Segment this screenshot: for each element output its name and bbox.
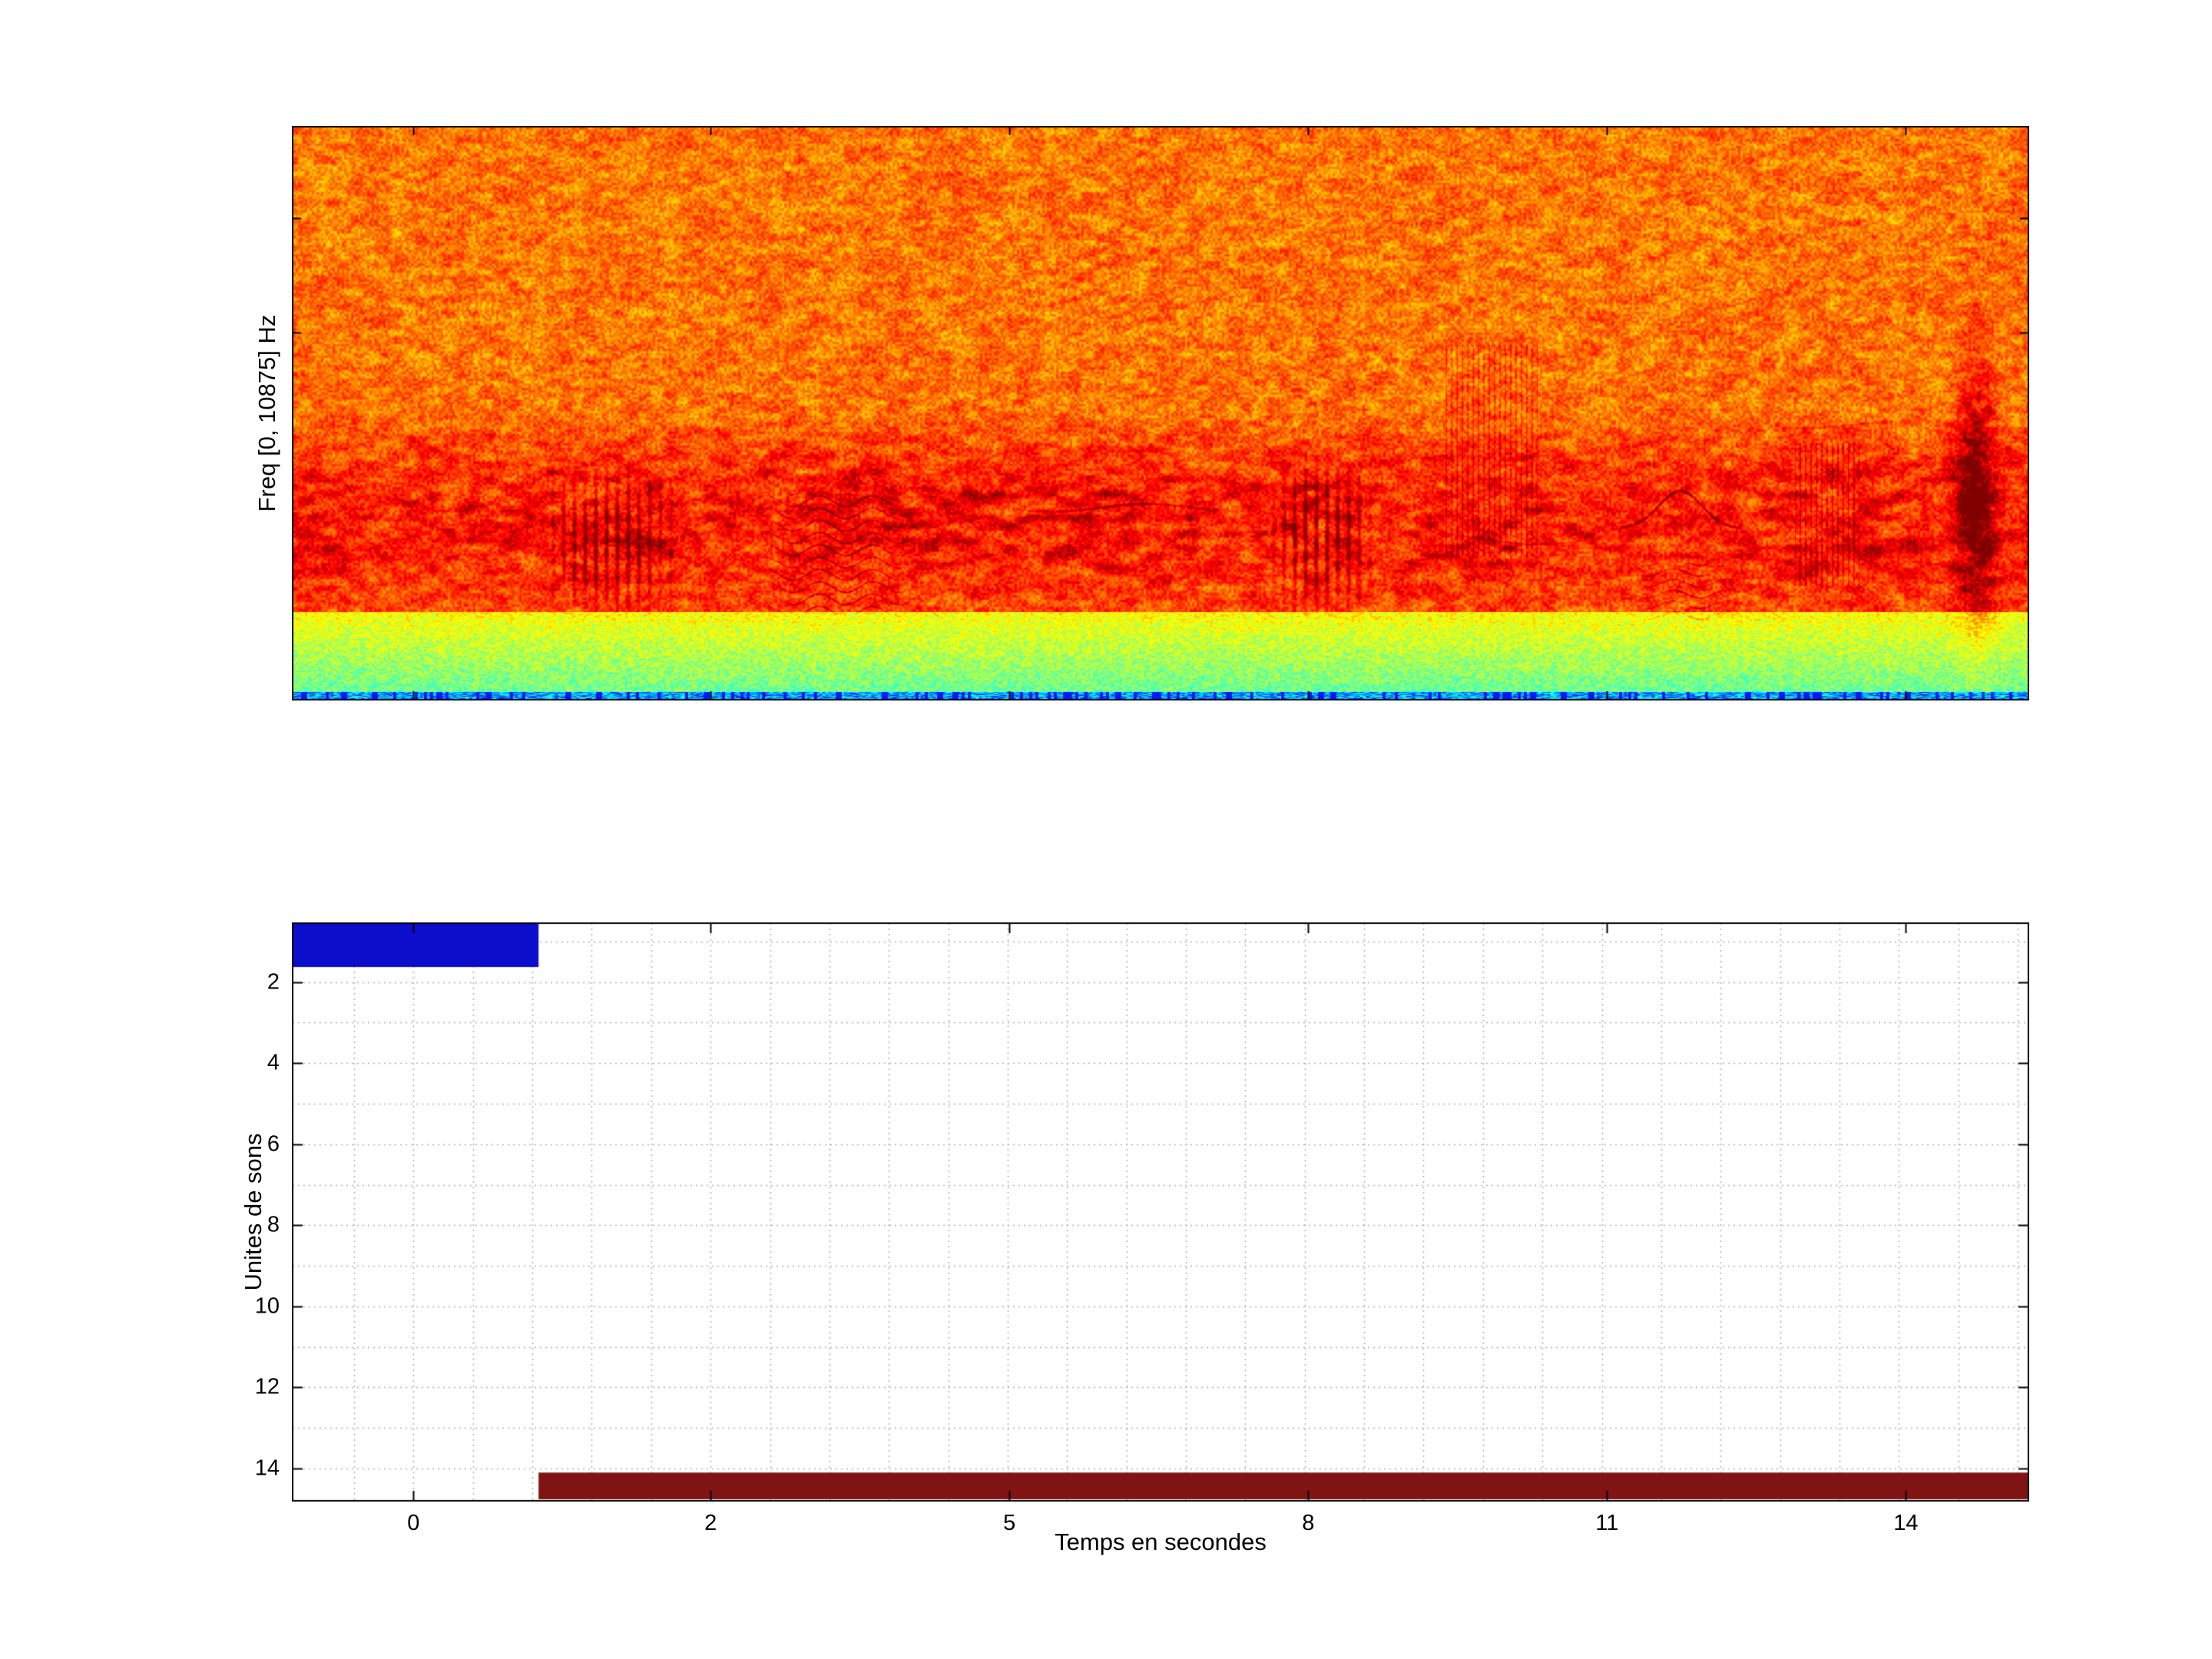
y-tick-label: 4 bbox=[267, 1050, 280, 1075]
units-chart-canvas bbox=[292, 922, 2029, 1502]
spectrogram-ylabel: Freq [0, 10875] Hz bbox=[253, 314, 280, 512]
x-tick-label: 8 bbox=[1302, 1511, 1315, 1535]
x-tick-label: 11 bbox=[1595, 1511, 1619, 1535]
x-tick-label: 5 bbox=[1003, 1511, 1016, 1535]
y-tick-label: 14 bbox=[254, 1455, 280, 1481]
y-tick-label: 8 bbox=[267, 1212, 280, 1237]
y-tick-label: 12 bbox=[254, 1374, 280, 1399]
y-tick-label: 6 bbox=[267, 1131, 280, 1157]
x-tick-label: 14 bbox=[1893, 1511, 1919, 1535]
units-xlabel: Temps en secondes bbox=[1055, 1528, 1267, 1555]
x-tick-label: 0 bbox=[407, 1511, 420, 1535]
y-tick-label: 2 bbox=[267, 969, 280, 995]
y-tick-label: 10 bbox=[254, 1293, 280, 1319]
x-tick-label: 2 bbox=[704, 1511, 717, 1535]
spectrogram-canvas bbox=[292, 126, 2029, 700]
units-ylabel: Unites de sons bbox=[240, 1133, 267, 1291]
